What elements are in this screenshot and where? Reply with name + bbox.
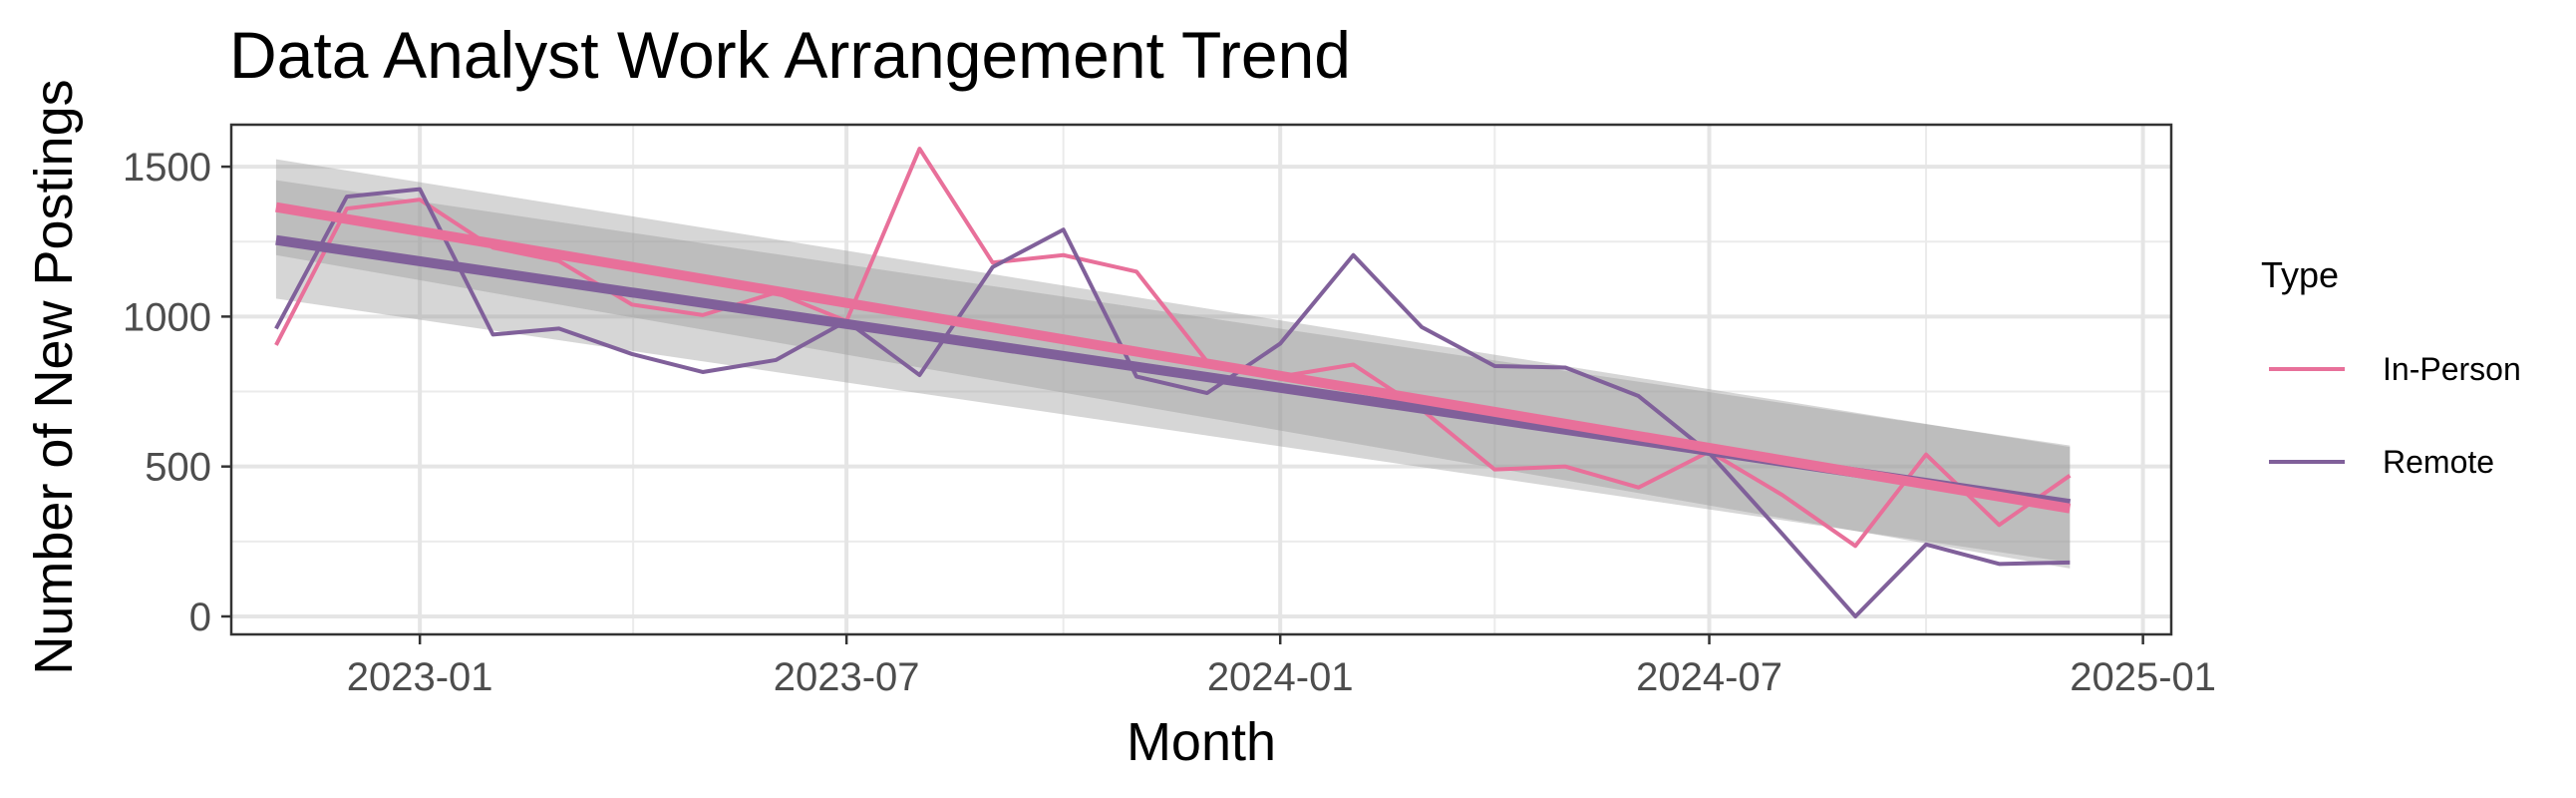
x-axis-title: Month [1127, 712, 1276, 772]
legend-label: Remote [2383, 444, 2494, 480]
y-tick-label: 500 [145, 446, 211, 490]
series-line [274, 147, 2072, 549]
trend-line [275, 201, 2072, 514]
y-tick-label: 1000 [123, 295, 211, 339]
series-line [274, 187, 2071, 618]
plot-area: 0 500 1000 1500 2023-01 2023-07 2024-01 2024-07… [123, 123, 2216, 699]
legend-label: In-Person [2383, 351, 2521, 387]
x-tick-label: 2024-01 [1207, 655, 1354, 699]
x-tick-label: 2025-01 [2070, 655, 2216, 699]
panel-border [229, 123, 2173, 636]
y-tick-label: 1500 [123, 146, 211, 190]
x-tick-label: 2023-01 [347, 655, 493, 699]
y-axis-title: Number of New Postings [24, 79, 84, 674]
legend: Type In-Person Remote [2261, 254, 2521, 480]
x-tick-label: 2024-07 [1636, 655, 1782, 699]
chart-title: Data Analyst Work Arrangement Trend [229, 18, 1351, 92]
y-tick-label: 0 [189, 596, 211, 639]
x-tick-label: 2023-07 [774, 655, 920, 699]
legend-title: Type [2261, 254, 2339, 295]
confidence-band [275, 159, 2071, 569]
